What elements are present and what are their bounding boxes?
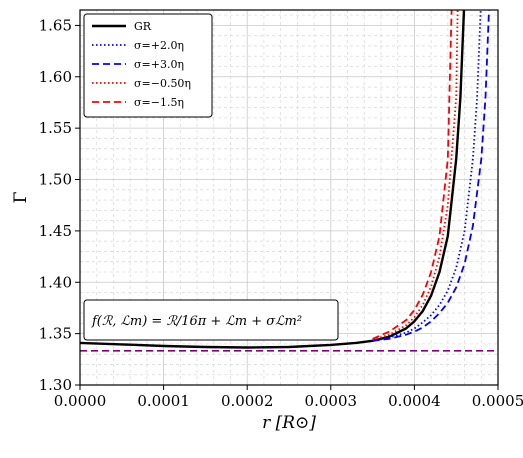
y-tick-label: 1.45 bbox=[39, 222, 72, 240]
series-line-2 bbox=[372, 10, 490, 342]
legend-label-3: σ=−0.50η bbox=[134, 77, 191, 90]
series-line-1 bbox=[372, 10, 482, 342]
series-line-0 bbox=[80, 10, 466, 349]
series-layer bbox=[80, 10, 490, 349]
legend-label-2: σ=+3.0η bbox=[134, 58, 184, 71]
series-line-3 bbox=[372, 10, 459, 341]
legend: GR σ=+2.0η σ=+3.0η σ=−0.50η σ=−1.5η bbox=[83, 13, 213, 118]
x-tick-label: 0.0001 bbox=[137, 392, 190, 410]
legend-label-4: σ=−1.5η bbox=[134, 96, 184, 109]
ticks: 0.0000 0.0001 0.0002 0.0003 0.0004 0.0005 1.30… bbox=[39, 16, 523, 410]
x-tick-label: 0.0002 bbox=[221, 392, 274, 410]
formula-annotation: f(ℛ, ℒm) = ℛ/16π + ℒm + σℒm² bbox=[83, 299, 339, 341]
formula-text: f(ℛ, ℒm) = ℛ/16π + ℒm + σℒm² bbox=[91, 314, 302, 329]
x-tick-label: 0.0000 bbox=[54, 392, 107, 410]
series-line-4 bbox=[372, 10, 453, 340]
y-tick-label: 1.50 bbox=[39, 171, 72, 189]
y-tick-label: 1.55 bbox=[39, 119, 72, 137]
y-tick-label: 1.35 bbox=[39, 325, 72, 343]
y-tick-label: 1.30 bbox=[39, 376, 72, 394]
legend-label-1: σ=+2.0η bbox=[134, 39, 184, 52]
y-tick-label: 1.40 bbox=[39, 273, 72, 291]
x-tick-label: 0.0004 bbox=[388, 392, 441, 410]
plot-frame bbox=[79, 9, 499, 386]
x-tick-label: 0.0003 bbox=[305, 392, 358, 410]
y-tick-label: 1.60 bbox=[39, 68, 72, 86]
y-axis-label: Γ bbox=[11, 191, 31, 203]
legend-frame bbox=[83, 13, 213, 118]
formula-box-frame bbox=[83, 299, 339, 341]
x-tick-label: 0.0005 bbox=[472, 392, 523, 410]
legend-label-0: GR bbox=[134, 20, 152, 33]
y-tick-label: 1.65 bbox=[39, 16, 72, 34]
x-axis-label: r [R⊙] bbox=[262, 413, 316, 433]
